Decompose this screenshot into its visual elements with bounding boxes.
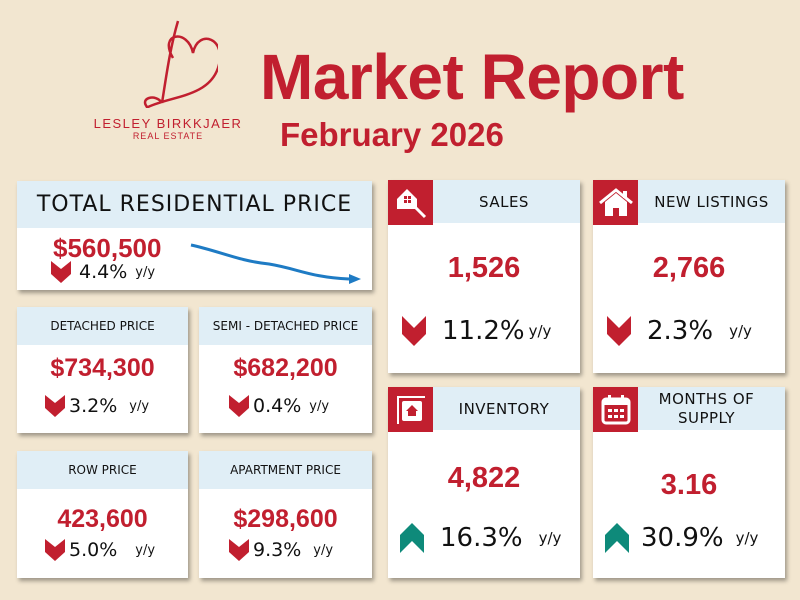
- trend-line-icon: [190, 243, 361, 284]
- change-percent: 16.3%: [440, 523, 523, 553]
- arrow-up-icon: [605, 523, 629, 553]
- logo: LESLEY BIRKKJAER REAL ESTATE: [78, 18, 258, 148]
- change-unit: y/y: [129, 398, 150, 414]
- new-listings-card: NEW LISTINGS 2,766 2.3% y/y: [593, 180, 785, 373]
- apartment-price-card: APARTMENT PRICE $298,600 9.3% y/y: [199, 451, 372, 578]
- price-value: $298,600: [233, 505, 338, 533]
- card-header: DETACHED PRICE: [17, 307, 188, 345]
- card-header: TOTAL RESIDENTIAL PRICE: [17, 181, 372, 228]
- change-percent: 2.3%: [647, 316, 714, 346]
- semi-detached-price-card: SEMI - DETACHED PRICE $682,200 0.4% y/y: [199, 307, 372, 433]
- change-unit: y/y: [735, 529, 759, 547]
- stat-value: 3.16: [660, 469, 718, 501]
- card-title: TOTAL RESIDENTIAL PRICE: [36, 192, 353, 217]
- change-unit: y/y: [135, 264, 156, 280]
- card-header: ROW PRICE: [17, 451, 188, 489]
- detached-price-card: DETACHED PRICE $734,300 3.2% y/y: [17, 307, 188, 433]
- card-title: INVENTORY: [458, 399, 550, 418]
- house-icon: [593, 180, 638, 225]
- card-title: SEMI - DETACHED PRICE: [212, 319, 359, 333]
- change-unit: y/y: [135, 542, 156, 558]
- card-title: MONTHS OF SUPPLY: [658, 389, 755, 427]
- card-title: ROW PRICE: [68, 463, 137, 477]
- sales-card: SALES 1,526 11.2% y/y: [388, 180, 580, 373]
- stat-value: 2,766: [652, 252, 726, 284]
- page-title: Market Report: [260, 41, 684, 113]
- card-title: APARTMENT PRICE: [230, 463, 341, 477]
- house-sign-icon: [388, 387, 433, 432]
- change-unit: y/y: [313, 542, 334, 558]
- price-value: $560,500: [53, 233, 162, 263]
- calendar-icon: [593, 387, 638, 432]
- card-header: APARTMENT PRICE: [199, 451, 372, 489]
- heart-logo-icon: [143, 20, 218, 108]
- arrow-down-icon: [229, 539, 249, 561]
- logo-name: LESLEY BIRKKJAER: [93, 116, 243, 131]
- change-percent: 30.9%: [641, 523, 724, 553]
- price-value: $682,200: [233, 354, 338, 382]
- stat-value: 1,526: [447, 252, 521, 284]
- stat-value: 4,822: [447, 462, 521, 494]
- change-unit: y/y: [729, 322, 752, 340]
- change-percent: 11.2%: [442, 316, 525, 346]
- arrow-down-icon: [402, 316, 426, 346]
- arrow-down-icon: [45, 395, 65, 417]
- change-unit: y/y: [309, 398, 330, 414]
- arrow-down-icon: [229, 395, 249, 417]
- house-key-icon: [388, 180, 433, 225]
- change-percent: 5.0%: [69, 539, 118, 561]
- page-subtitle: February 2026: [280, 116, 504, 153]
- inventory-card: INVENTORY 4,822 16.3% y/y: [388, 387, 580, 578]
- card-title: DETACHED PRICE: [50, 319, 155, 333]
- arrow-down-icon: [607, 316, 631, 346]
- logo-subtitle: REAL ESTATE: [132, 131, 204, 141]
- change-unit: y/y: [538, 529, 562, 547]
- price-value: $734,300: [50, 354, 155, 382]
- row-price-card: ROW PRICE 423,600 5.0% y/y: [17, 451, 188, 578]
- change-percent: 9.3%: [253, 539, 302, 561]
- months-of-supply-card: MONTHS OF SUPPLY 3.16 30.9% y/y: [593, 387, 785, 578]
- card-header: SEMI - DETACHED PRICE: [199, 307, 372, 345]
- change-percent: 3.2%: [69, 395, 118, 417]
- total-residential-card: TOTAL RESIDENTIAL PRICE $560,500 4.4% y/…: [17, 181, 372, 290]
- change-percent: 0.4%: [253, 395, 302, 417]
- arrow-up-icon: [400, 523, 424, 553]
- price-value: 423,600: [57, 505, 148, 533]
- card-title: SALES: [479, 192, 529, 211]
- card-title: NEW LISTINGS: [654, 192, 769, 211]
- arrow-down-icon: [51, 261, 71, 283]
- arrow-down-icon: [45, 539, 65, 561]
- change-percent: 4.4%: [79, 261, 128, 283]
- change-unit: y/y: [528, 322, 552, 340]
